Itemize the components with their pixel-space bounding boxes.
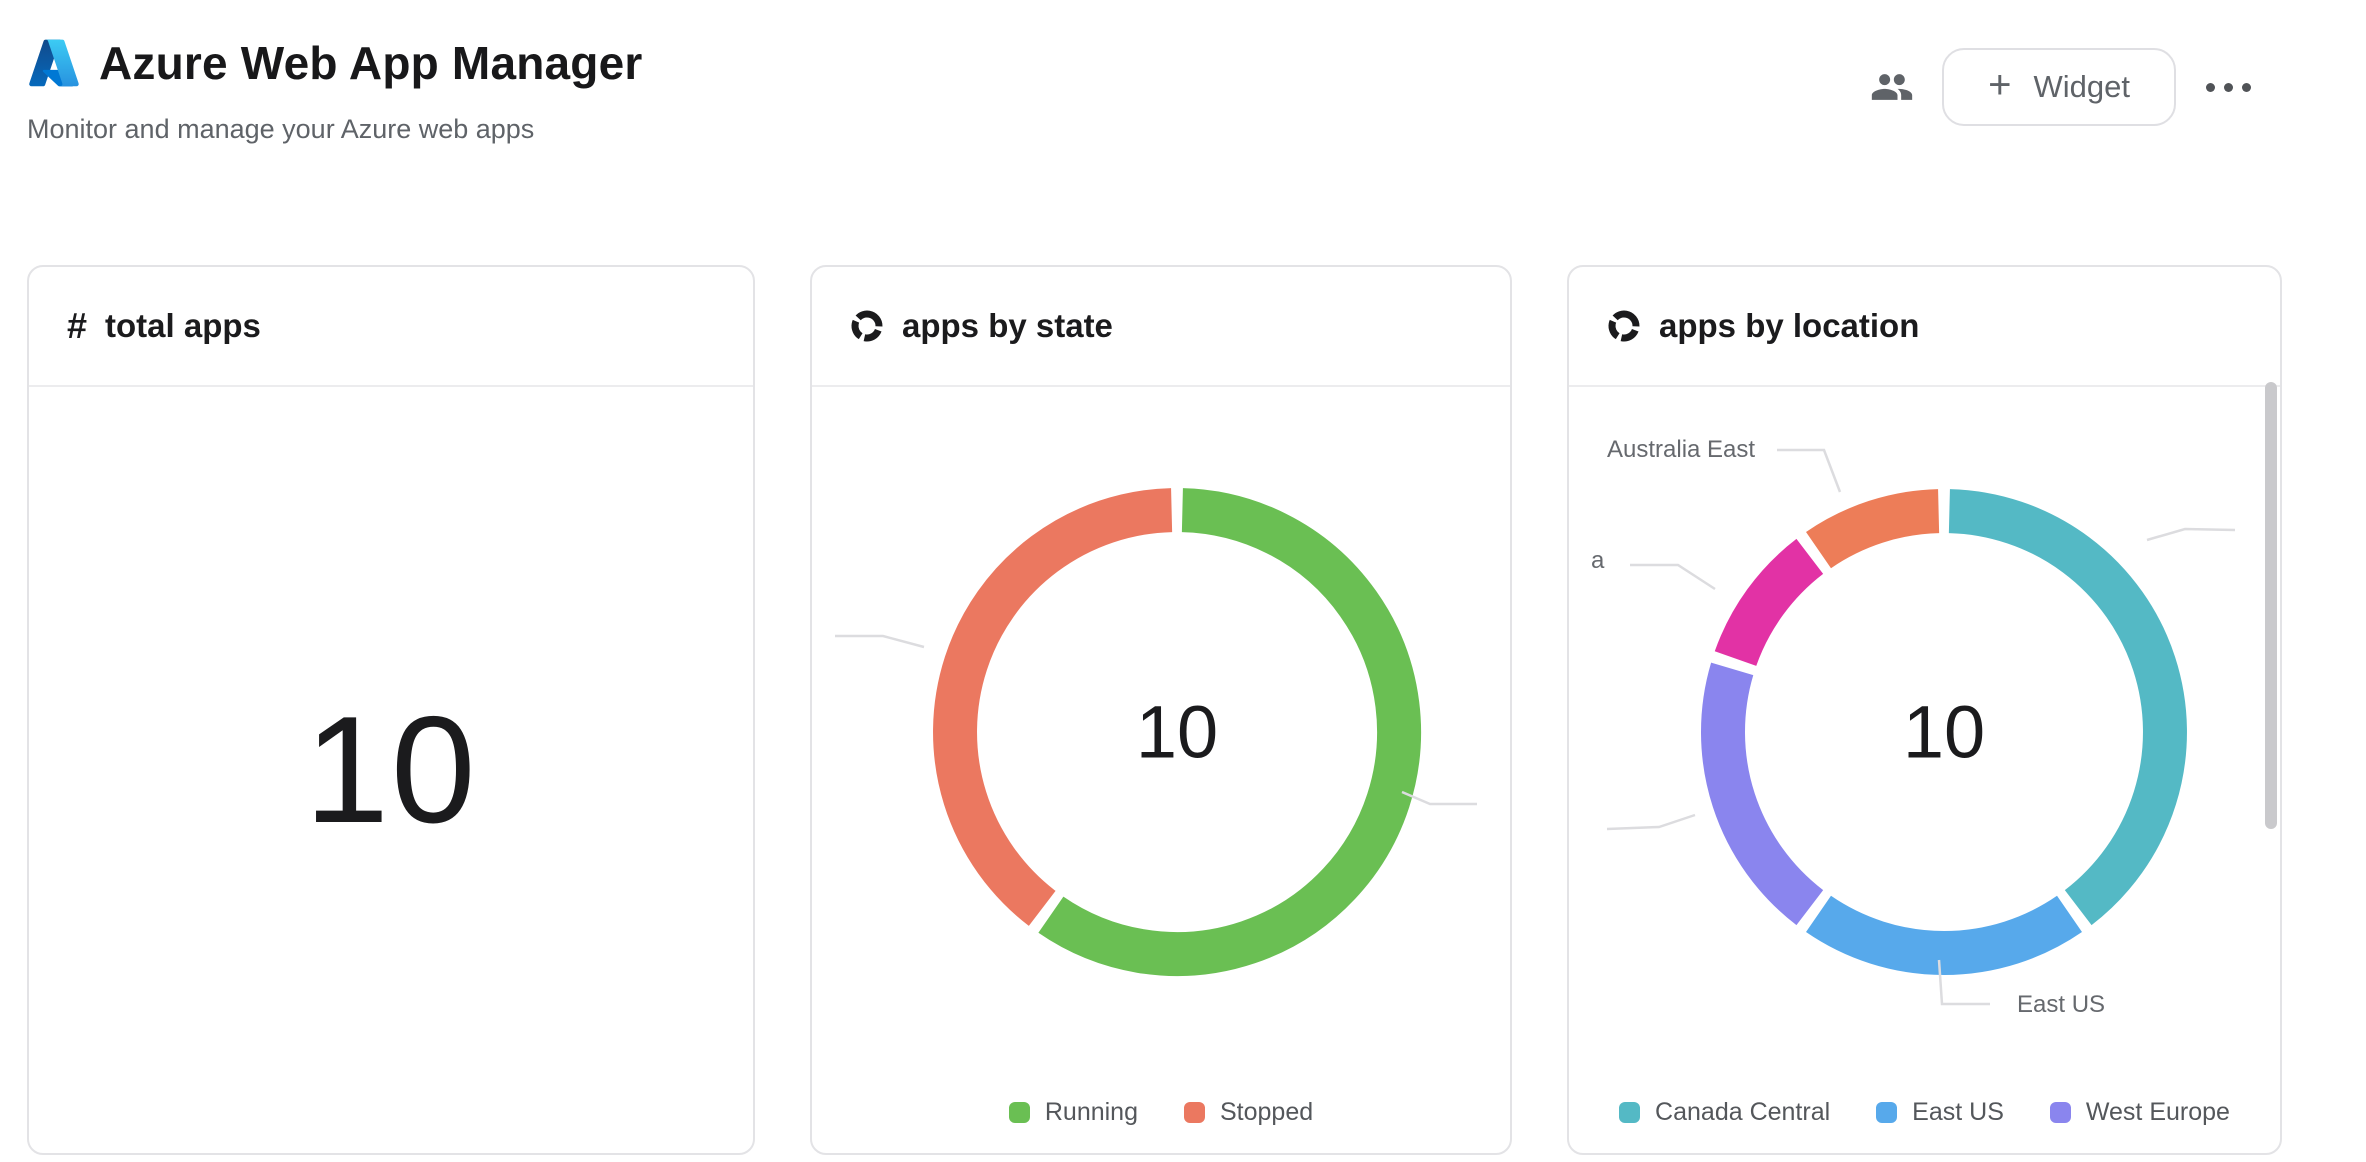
apps-by-state-donut: 10: [835, 488, 1477, 977]
leader-line: [1630, 563, 1716, 591]
card-apps-by-state-body: 10 Running Stopped: [812, 387, 1510, 1153]
leader-line: [1777, 448, 1842, 493]
card-title: apps by location: [1659, 307, 1920, 344]
card-apps-by-location-header: apps by location: [1569, 267, 2280, 387]
people-icon-glyph: [1871, 74, 1913, 100]
donut-segment-east-us[interactable]: [1806, 895, 2082, 975]
card-title: total apps: [105, 307, 261, 344]
leader-line: [1606, 813, 1696, 831]
people-icon[interactable]: [1868, 63, 1916, 111]
legend-swatch: [1876, 1102, 1898, 1123]
point-label-east-us: East US: [2017, 991, 2105, 1018]
donut-segment-running[interactable]: [1038, 488, 1422, 977]
legend-label: West Europe: [2085, 1098, 2230, 1126]
legend-item-east-us[interactable]: East US: [1876, 1098, 2004, 1127]
ellipsis-dot: [2242, 82, 2251, 92]
azure-logo-icon: [29, 39, 79, 87]
card-title: apps by state: [902, 307, 1113, 344]
donut-segments: [933, 488, 1422, 977]
legend-label: Running: [1044, 1098, 1138, 1126]
widget-row: # total apps 10 apps by state 10: [27, 265, 2282, 1155]
legend-item-running[interactable]: Running: [1008, 1098, 1138, 1127]
legend-swatch: [1008, 1102, 1030, 1123]
donut-segment-west-europe[interactable]: [1701, 662, 1824, 926]
page-title: Azure Web App Manager: [99, 37, 643, 89]
leader-line: [1401, 790, 1477, 806]
legend-swatch: [1619, 1102, 1641, 1123]
legend-label: East US: [1912, 1098, 2004, 1126]
header-controls: + Widget: [1868, 48, 2255, 126]
legend-swatch: [1184, 1102, 1205, 1123]
apps-by-location-donut: Australia East East US a 10: [1591, 436, 2236, 1018]
card-apps-by-state-header: apps by state: [812, 267, 1510, 387]
point-label-clipped-fragment: a: [1591, 547, 1605, 574]
donut-segment-australia-east[interactable]: [1806, 489, 1940, 569]
donut-segment-stopped[interactable]: [933, 488, 1173, 926]
leader-line: [1937, 959, 1990, 1006]
total-apps-value: 10: [304, 684, 478, 855]
chart-legend: Running Stopped: [812, 1098, 1510, 1127]
more-options-button[interactable]: [2202, 73, 2255, 102]
card-total-apps: # total apps 10: [27, 265, 755, 1155]
card-apps-by-location-body: Australia East East US a 10 Canada Centr…: [1569, 387, 2280, 1153]
card-total-apps-header: # total apps: [29, 267, 753, 387]
leader-line: [835, 634, 925, 649]
legend-item-west-europe[interactable]: West Europe: [2049, 1098, 2230, 1127]
ellipsis-dot: [2224, 82, 2233, 92]
app-header: Azure Web App Manager Monitor and manage…: [27, 36, 2266, 145]
hash-icon: #: [67, 305, 88, 346]
card-apps-by-location: apps by location Australia East East US …: [1567, 265, 2282, 1155]
scrollbar-thumb[interactable]: [2265, 382, 2277, 829]
chart-legend: Canada Central East US West Europe: [1569, 1098, 2280, 1127]
legend-item-stopped[interactable]: Stopped: [1184, 1098, 1313, 1127]
plus-icon: +: [1988, 63, 2012, 107]
legend-label: Canada Central: [1655, 1098, 1831, 1126]
leader-line: [2146, 527, 2236, 542]
legend-item-canada-central[interactable]: Canada Central: [1619, 1098, 1830, 1127]
add-widget-button[interactable]: + Widget: [1942, 48, 2176, 126]
donut-chart-icon: [851, 310, 883, 342]
point-label-australia-east: Australia East: [1607, 436, 1755, 463]
donut-center-value: 10: [1136, 691, 1218, 774]
legend-swatch: [2049, 1102, 2071, 1123]
donut-chart-icon: [1608, 310, 1640, 342]
legend-label: Stopped: [1220, 1098, 1314, 1126]
card-apps-by-state: apps by state 10 Running Stopped: [810, 265, 1512, 1155]
add-widget-label: Widget: [2033, 69, 2130, 104]
donut-segments: [1701, 489, 2187, 975]
page-subtitle: Monitor and manage your Azure web apps: [27, 114, 535, 144]
donut-center-value: 10: [1903, 691, 1985, 774]
donut-segment-canada-central[interactable]: [1948, 489, 2187, 926]
card-total-apps-body: 10: [29, 387, 753, 1153]
ellipsis-dot: [2206, 82, 2215, 92]
donut-segment-a[interactable]: [1714, 538, 1824, 667]
